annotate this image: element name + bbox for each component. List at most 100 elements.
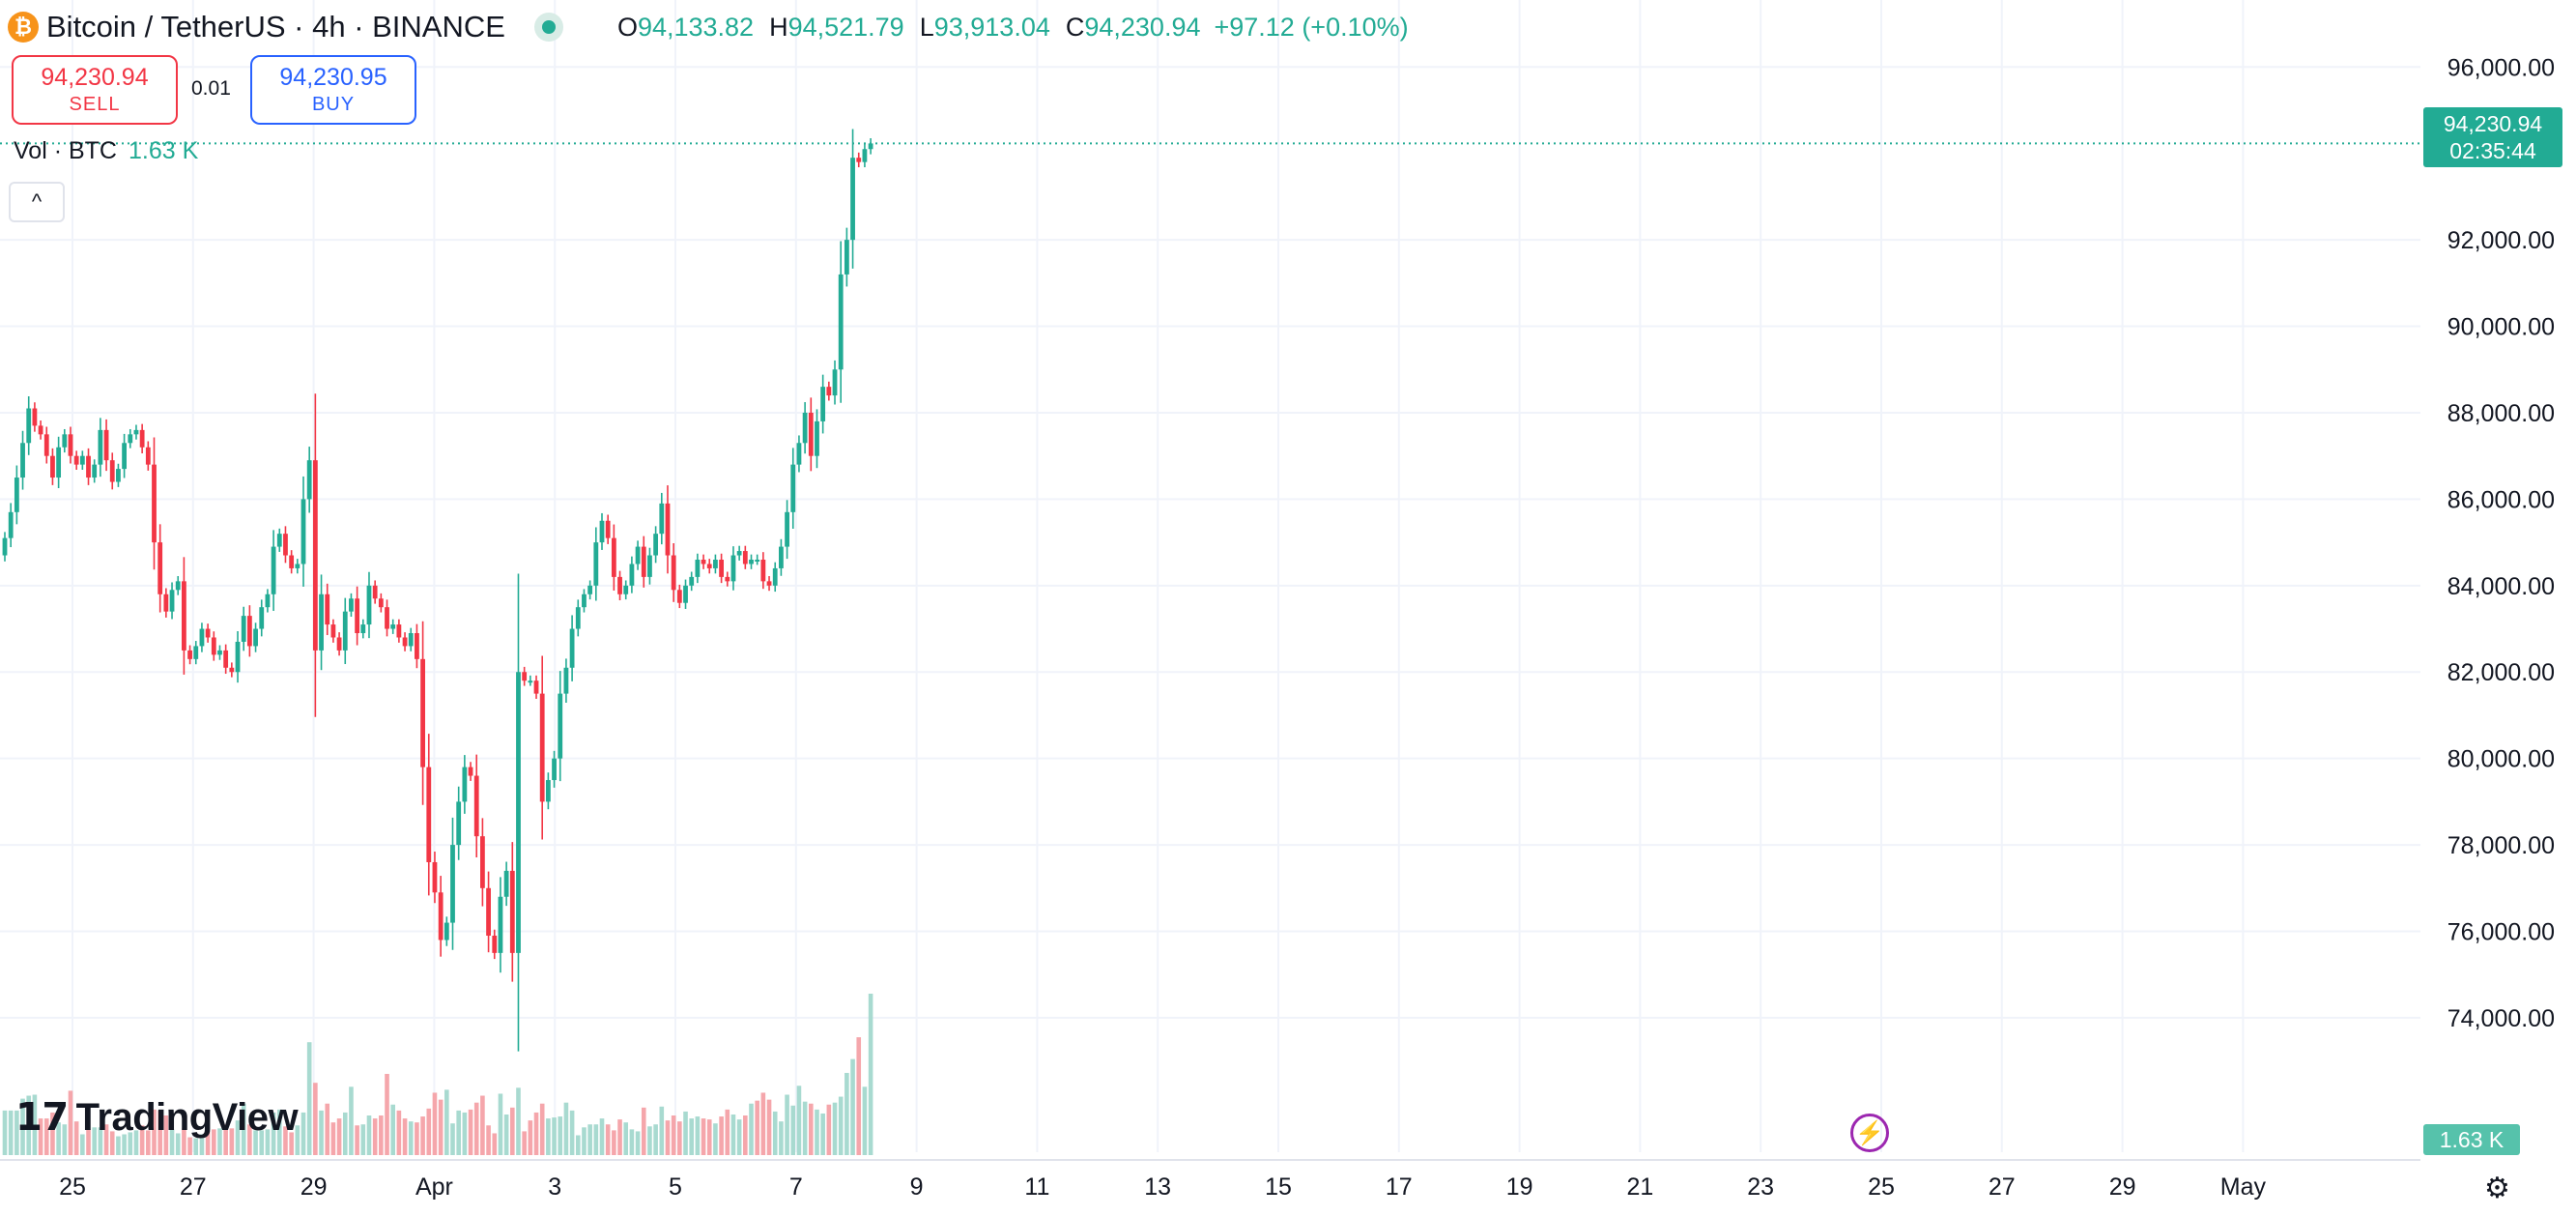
volume-bar xyxy=(438,1099,444,1155)
volume-bar xyxy=(276,1109,282,1155)
volume-bar xyxy=(706,1119,712,1155)
candle-body xyxy=(426,767,432,862)
candle-body xyxy=(468,767,473,776)
candle-body xyxy=(259,607,265,629)
candle-body xyxy=(103,429,109,461)
tradingview-logo[interactable]: 𝟭𝟳 TradingView xyxy=(15,1095,299,1140)
buy-button[interactable]: 94,230.95 BUY xyxy=(250,55,416,125)
candle-body xyxy=(342,611,348,651)
volume-bar xyxy=(342,1112,348,1155)
ohlc-readout: O 94,133.82 H 94,521.79 L 93,913.04 C 94,230… xyxy=(602,13,1409,43)
x-tick-label: 21 xyxy=(1626,1173,1653,1201)
open-key: O xyxy=(616,12,638,42)
volume-bar xyxy=(229,1128,235,1155)
low-key: L xyxy=(919,12,934,42)
volume-bar xyxy=(366,1115,372,1155)
x-tick-label: Apr xyxy=(415,1173,453,1201)
volume-bar xyxy=(247,1124,252,1155)
volume-bar xyxy=(563,1102,569,1155)
volume-bar xyxy=(498,1093,503,1155)
volume-legend[interactable]: Vol · BTC 1.63 K xyxy=(14,137,198,165)
candle-body xyxy=(838,274,844,370)
candle-body xyxy=(385,607,389,629)
volume-bar xyxy=(301,1112,306,1155)
candle-body xyxy=(152,464,157,543)
volume-bar xyxy=(755,1100,759,1155)
candle-body xyxy=(766,581,772,586)
volume-bar xyxy=(677,1121,682,1155)
sell-button[interactable]: 94,230.94 SELL xyxy=(12,55,178,125)
candle-body xyxy=(390,624,396,629)
volume-bar xyxy=(146,1130,151,1155)
volume-bar xyxy=(552,1117,557,1155)
volume-bar xyxy=(473,1102,479,1155)
symbol-header[interactable]: ₿ Bitcoin / TetherUS · 4h · BINANCE O 94,… xyxy=(8,6,1409,48)
collapse-legend-button[interactable]: ^ xyxy=(9,182,65,222)
symbol-title[interactable]: Bitcoin / TetherUS · 4h · BINANCE xyxy=(46,10,505,43)
x-tick-label: 3 xyxy=(548,1173,561,1201)
volume-bar xyxy=(103,1124,109,1155)
volume-bar xyxy=(503,1114,509,1155)
candle-body xyxy=(641,546,646,577)
volume-bar xyxy=(456,1110,461,1155)
volume-bar xyxy=(283,1126,288,1155)
y-tick-label: 90,000.00 xyxy=(2447,314,2555,341)
volume-bar xyxy=(593,1124,599,1155)
candle-body xyxy=(193,646,199,659)
volume-bar xyxy=(725,1109,730,1155)
candle-body xyxy=(26,408,32,444)
candle-body xyxy=(856,158,862,162)
candle-body xyxy=(402,637,408,647)
volume-bar xyxy=(516,1087,521,1155)
candle-body xyxy=(552,758,557,781)
volume-bar xyxy=(43,1118,49,1155)
volume-bar xyxy=(587,1124,592,1155)
volume-bar xyxy=(241,1103,246,1155)
volume-bar xyxy=(701,1118,706,1155)
volume-bar xyxy=(856,1037,862,1155)
volume-bar xyxy=(379,1115,384,1155)
volume-bar xyxy=(815,1109,819,1155)
volume-bar xyxy=(850,1058,855,1155)
y-tick-label: 78,000.00 xyxy=(2447,832,2555,859)
candle-body xyxy=(480,836,485,888)
volume-bar xyxy=(826,1104,832,1155)
candle-body xyxy=(509,870,515,953)
candle-body xyxy=(349,598,354,612)
change-value: +97.12 (+0.10%) xyxy=(1214,12,1409,42)
volume-bar xyxy=(289,1132,294,1155)
settings-icon[interactable]: ⚙ xyxy=(2484,1173,2510,1204)
x-tick-label: 11 xyxy=(1024,1173,1049,1201)
candle-body xyxy=(330,624,336,638)
volume-bar xyxy=(444,1089,449,1155)
volume-bar xyxy=(306,1042,312,1155)
candle-body xyxy=(301,499,306,565)
x-tick-label: 13 xyxy=(1144,1173,1171,1201)
candle-body xyxy=(229,667,235,673)
volume-bar xyxy=(109,1131,115,1155)
candle-body xyxy=(582,594,587,608)
candle-body xyxy=(653,534,659,556)
volume-bar xyxy=(193,1138,199,1155)
last-price-tag: 94,230.94 02:35:44 xyxy=(2423,107,2562,167)
volume-bar xyxy=(390,1104,395,1155)
candle-body xyxy=(199,628,205,647)
volume-bar xyxy=(599,1118,605,1155)
candle-body xyxy=(98,429,103,465)
lightning-icon[interactable]: ⚡ xyxy=(1850,1114,1889,1152)
candle-body xyxy=(635,546,641,565)
candle-body xyxy=(676,590,682,603)
candle-body xyxy=(785,511,789,547)
volume-bar xyxy=(665,1120,671,1155)
volume-bar xyxy=(152,1109,157,1155)
candle-body xyxy=(868,143,873,150)
x-tick-label: 29 xyxy=(2109,1173,2136,1201)
candle-body xyxy=(235,641,241,673)
volume-bar xyxy=(336,1118,342,1155)
x-tick-label: 25 xyxy=(59,1173,86,1201)
candle-body xyxy=(558,693,563,759)
volume-bar xyxy=(480,1095,485,1155)
candle-body xyxy=(629,564,635,586)
candle-body xyxy=(563,667,569,694)
